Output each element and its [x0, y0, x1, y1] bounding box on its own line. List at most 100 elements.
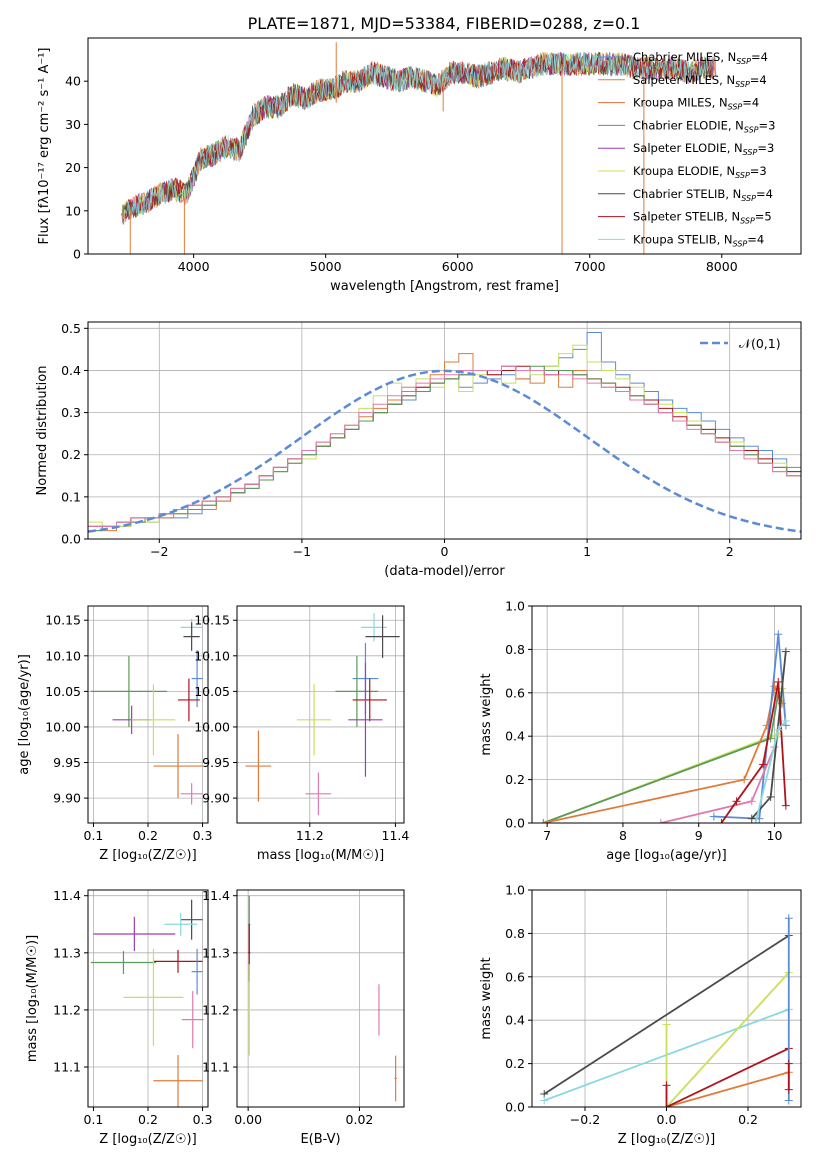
axes-frame: [87, 37, 802, 255]
legend-label: Kroupa MILES, NSSP=4: [633, 96, 759, 112]
spectrum-line: [124, 52, 712, 220]
plot-area: [90, 899, 204, 1107]
y-tick-label: 0.4: [505, 729, 525, 744]
x-tick-label: 2: [726, 544, 734, 559]
y-tick-label: 9.90: [53, 791, 81, 806]
figure-title: PLATE=1871, MJD=53384, FIBERID=0288, z=0…: [248, 14, 641, 33]
legend-text: =4: [742, 96, 759, 110]
x-tick-label: −0.2: [570, 1112, 600, 1127]
x-tick-label: 8: [619, 828, 627, 843]
x-tick-label: 0.2: [138, 1112, 158, 1127]
weight-line: [665, 1047, 790, 1107]
y-tick-label: 9.95: [202, 755, 230, 770]
legend-subscript: SSP: [733, 239, 748, 248]
y-tick-label: 40: [65, 74, 81, 89]
y-tick-label: 20: [65, 160, 81, 175]
legend-subscript: SSP: [728, 103, 743, 112]
panel-mass_vs_ebv: 0.00 0.02 11.1 11.2 11.3 11.4 E(B-V): [202, 888, 405, 1147]
legend-label: Salpeter ELODIE, NSSP=3: [633, 141, 774, 157]
x-tick-label: 0.00: [234, 1112, 262, 1127]
plot-area: [539, 630, 790, 823]
legend-subscript: SSP: [743, 148, 758, 157]
y-tick-label: 0.6: [505, 685, 525, 700]
x-tick-label: 0.1: [84, 1112, 104, 1127]
legend-text: =4: [751, 50, 768, 64]
y-tick-label: 1.0: [505, 599, 525, 614]
plot-area: [90, 618, 203, 805]
y-tick-label: 0.2: [61, 447, 81, 462]
y-tick-label: 10.10: [45, 648, 81, 663]
x-tick-label: 0.3: [193, 1112, 213, 1127]
weight-line: [665, 971, 790, 1107]
y-axis-label: Flux [fλ10⁻¹⁷ erg cm⁻² s⁻¹ A⁻¹]: [37, 48, 52, 245]
axes-frame: [87, 321, 802, 540]
y-tick-label: 0.8: [505, 926, 525, 941]
x-tick-label: 7000: [574, 259, 606, 274]
x-tick-label: 9: [695, 828, 703, 843]
x-tick-label: −1: [293, 544, 311, 559]
y-tick-label: 0.4: [505, 1013, 525, 1028]
axes-frame: [236, 605, 405, 824]
legend-subscript: SSP: [736, 57, 751, 66]
y-axis-label: mass weight: [479, 957, 494, 1039]
x-axis-label: Z [log₁₀(Z/Z☉)]: [99, 1132, 196, 1147]
legend-text: Kroupa MILES, N: [633, 96, 728, 110]
y-tick-label: 11.2: [53, 1002, 81, 1017]
axes-frame: [531, 605, 802, 824]
plot-area: [120, 42, 717, 254]
x-tick-label: 10: [767, 828, 783, 843]
legend-label: Chabrier STELIB, NSSP=4: [633, 187, 773, 203]
weight-line: [543, 934, 790, 1095]
legend: Chabrier MILES, NSSP=4 Salpeter MILES, NS…: [598, 50, 775, 248]
y-tick-label: 0.1: [61, 489, 81, 504]
y-tick-label: 9.95: [53, 755, 81, 770]
y-tick-label: 10.00: [194, 719, 230, 734]
normal-curve: [88, 369, 801, 533]
axes-frame: [236, 889, 405, 1108]
legend-text: Kroupa STELIB, N: [633, 232, 733, 246]
legend-text: Chabrier ELODIE, N: [633, 118, 744, 132]
plot-area: [540, 914, 793, 1107]
y-tick-label: 0.3: [61, 405, 81, 420]
y-axis-label: age [log₁₀(age/yr)]: [17, 654, 32, 775]
legend-label: Chabrier MILES, NSSP=4: [633, 50, 768, 66]
x-axis-label: mass [log₁₀(M/M☉)]: [257, 848, 384, 863]
y-tick-label: 30: [65, 117, 81, 132]
x-tick-label: 0.2: [138, 828, 158, 843]
x-tick-label: −2: [150, 544, 168, 559]
panel-weight_vs_Z: −0.2 0.0 0.2 0.0 0.2 0.4 0.6 0.8 1.0 Z [log₁₀(Z/Z…: [479, 883, 802, 1147]
legend-text: Chabrier STELIB, N: [633, 187, 741, 201]
spectrum-line: [124, 52, 711, 220]
weight-line: [713, 634, 787, 820]
legend-text: =4: [747, 232, 764, 246]
legend-subscript: SSP: [735, 80, 750, 89]
legend-text: =3: [750, 164, 767, 178]
legend-text: =3: [759, 118, 776, 132]
y-tick-label: 10.00: [45, 719, 81, 734]
x-tick-label: 0.3: [193, 828, 213, 843]
y-tick-label: 11.1: [202, 1060, 230, 1075]
legend-label: Salpeter MILES, NSSP=4: [633, 73, 767, 89]
legend-text: =4: [750, 73, 767, 87]
y-tick-label: 0.0: [505, 816, 525, 831]
weight-line: [666, 1071, 790, 1107]
y-axis-label: Normed distribution: [35, 366, 50, 496]
axes-frame: [87, 889, 209, 1108]
y-axis-label: mass weight: [479, 673, 494, 755]
x-tick-label: 8000: [706, 259, 738, 274]
spectrum-line: [122, 52, 714, 222]
x-tick-label: 0.0: [657, 1112, 677, 1127]
x-tick-label: 4000: [178, 259, 210, 274]
legend-label: 𝒩(0,1): [739, 336, 781, 351]
plot-area: [248, 895, 397, 1102]
x-tick-label: 0.1: [84, 828, 104, 843]
y-tick-label: 10.05: [45, 684, 81, 699]
plot-area: [245, 613, 400, 816]
panel-residuals: −2 −1 0 1 2 0.0 0.1 0.2 0.3 0.4 0.5 (data-model)/er…: [35, 321, 802, 579]
x-tick-label: 0.2: [738, 1112, 758, 1127]
y-tick-label: 10: [65, 203, 81, 218]
legend-text: =5: [755, 210, 772, 224]
x-axis-label: age [log₁₀(age/yr)]: [606, 848, 727, 863]
x-tick-label: 0: [441, 544, 449, 559]
x-axis-label: E(B-V): [300, 1132, 340, 1147]
